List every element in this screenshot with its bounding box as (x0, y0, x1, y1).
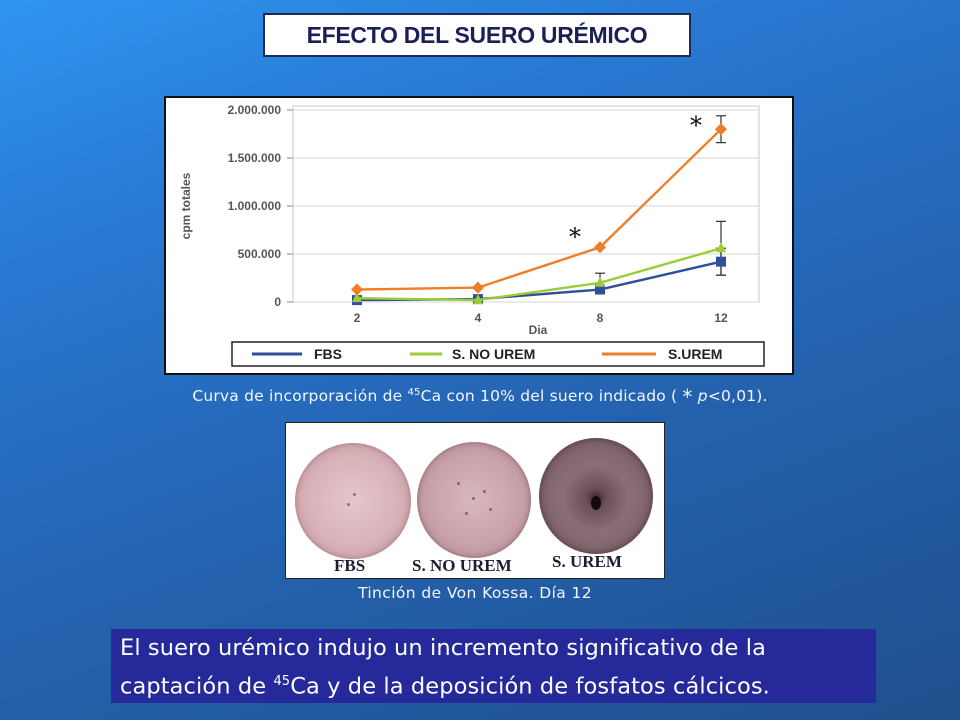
data-point (352, 292, 362, 303)
line-chart: 0 500.000 1.000.000 1.500.000 2.000.000 2 4 8 12… (164, 96, 794, 375)
legend-label: S.UREM (668, 346, 722, 362)
conclusion-text-pre: captación de (120, 673, 274, 700)
x-tick-label: 2 (354, 311, 361, 325)
legend-label: FBS (314, 346, 342, 362)
caption-text-post: <0,01). (707, 387, 768, 405)
caption-superscript: 45 (407, 386, 421, 398)
y-tick-label: 500.000 (238, 247, 282, 261)
data-point (351, 283, 363, 296)
data-point (472, 281, 484, 294)
data-point (594, 241, 606, 254)
conclusion-line-2: captación de 45Ca y de la deposición de … (120, 665, 867, 704)
caption-p: p (697, 387, 708, 405)
y-tick-label: 2.000.000 (228, 103, 282, 117)
x-tick-label: 12 (714, 311, 728, 325)
dish-no-urem (417, 442, 531, 558)
dish-fbs (295, 443, 411, 559)
y-tick-label: 1.500.000 (228, 151, 282, 165)
y-axis-label: cpm totales (179, 172, 193, 239)
y-tick-label: 0 (274, 295, 281, 309)
conclusion-line-1: El suero urémico indujo un incremento si… (120, 635, 766, 661)
conclusion-superscript: 45 (273, 674, 291, 689)
data-point (595, 284, 605, 295)
conclusion-text-post: Ca y de la deposición de fosfatos cálcic… (290, 673, 770, 700)
x-tick-label: 4 (475, 311, 482, 325)
photo-label-urem: S. UREM (552, 552, 622, 571)
x-axis-label: Dia (529, 323, 548, 337)
caption-text-mid: Ca con 10% del suero indicado ( (420, 387, 683, 405)
chart-caption: Curva de incorporación de 45Ca con 10% d… (0, 382, 960, 409)
significance-star: * (569, 223, 581, 251)
photo-label-no-urem: S. NO UREM (412, 556, 512, 575)
data-point (716, 242, 726, 253)
x-tick-label: 8 (597, 311, 604, 325)
slide-title: EFECTO DEL SUERO URÉMICO (263, 13, 691, 57)
significance-star: * (690, 111, 702, 139)
conclusion-box: El suero urémico indujo un incremento si… (111, 629, 876, 703)
data-point (716, 256, 726, 267)
data-point (473, 294, 483, 305)
y-tick-label: 1.000.000 (228, 199, 282, 213)
legend (231, 341, 765, 367)
data-point (595, 276, 605, 287)
caption-text-pre: Curva de incorporación de (192, 387, 408, 405)
von-kossa-photo: FBS S. NO UREM S. UREM (285, 422, 665, 579)
chart-svg: 0 500.000 1.000.000 1.500.000 2.000.000 2 4 8 12… (179, 103, 765, 367)
legend-label: S. NO UREM (452, 346, 535, 362)
series-line (356, 128, 722, 291)
photo-caption: Tinción de Von Kossa. Día 12 (357, 584, 593, 602)
data-point (715, 123, 727, 136)
series-line (356, 247, 722, 302)
dish-urem (539, 438, 653, 554)
caption-star: * (682, 385, 693, 409)
photo-label-fbs: FBS (334, 556, 366, 575)
